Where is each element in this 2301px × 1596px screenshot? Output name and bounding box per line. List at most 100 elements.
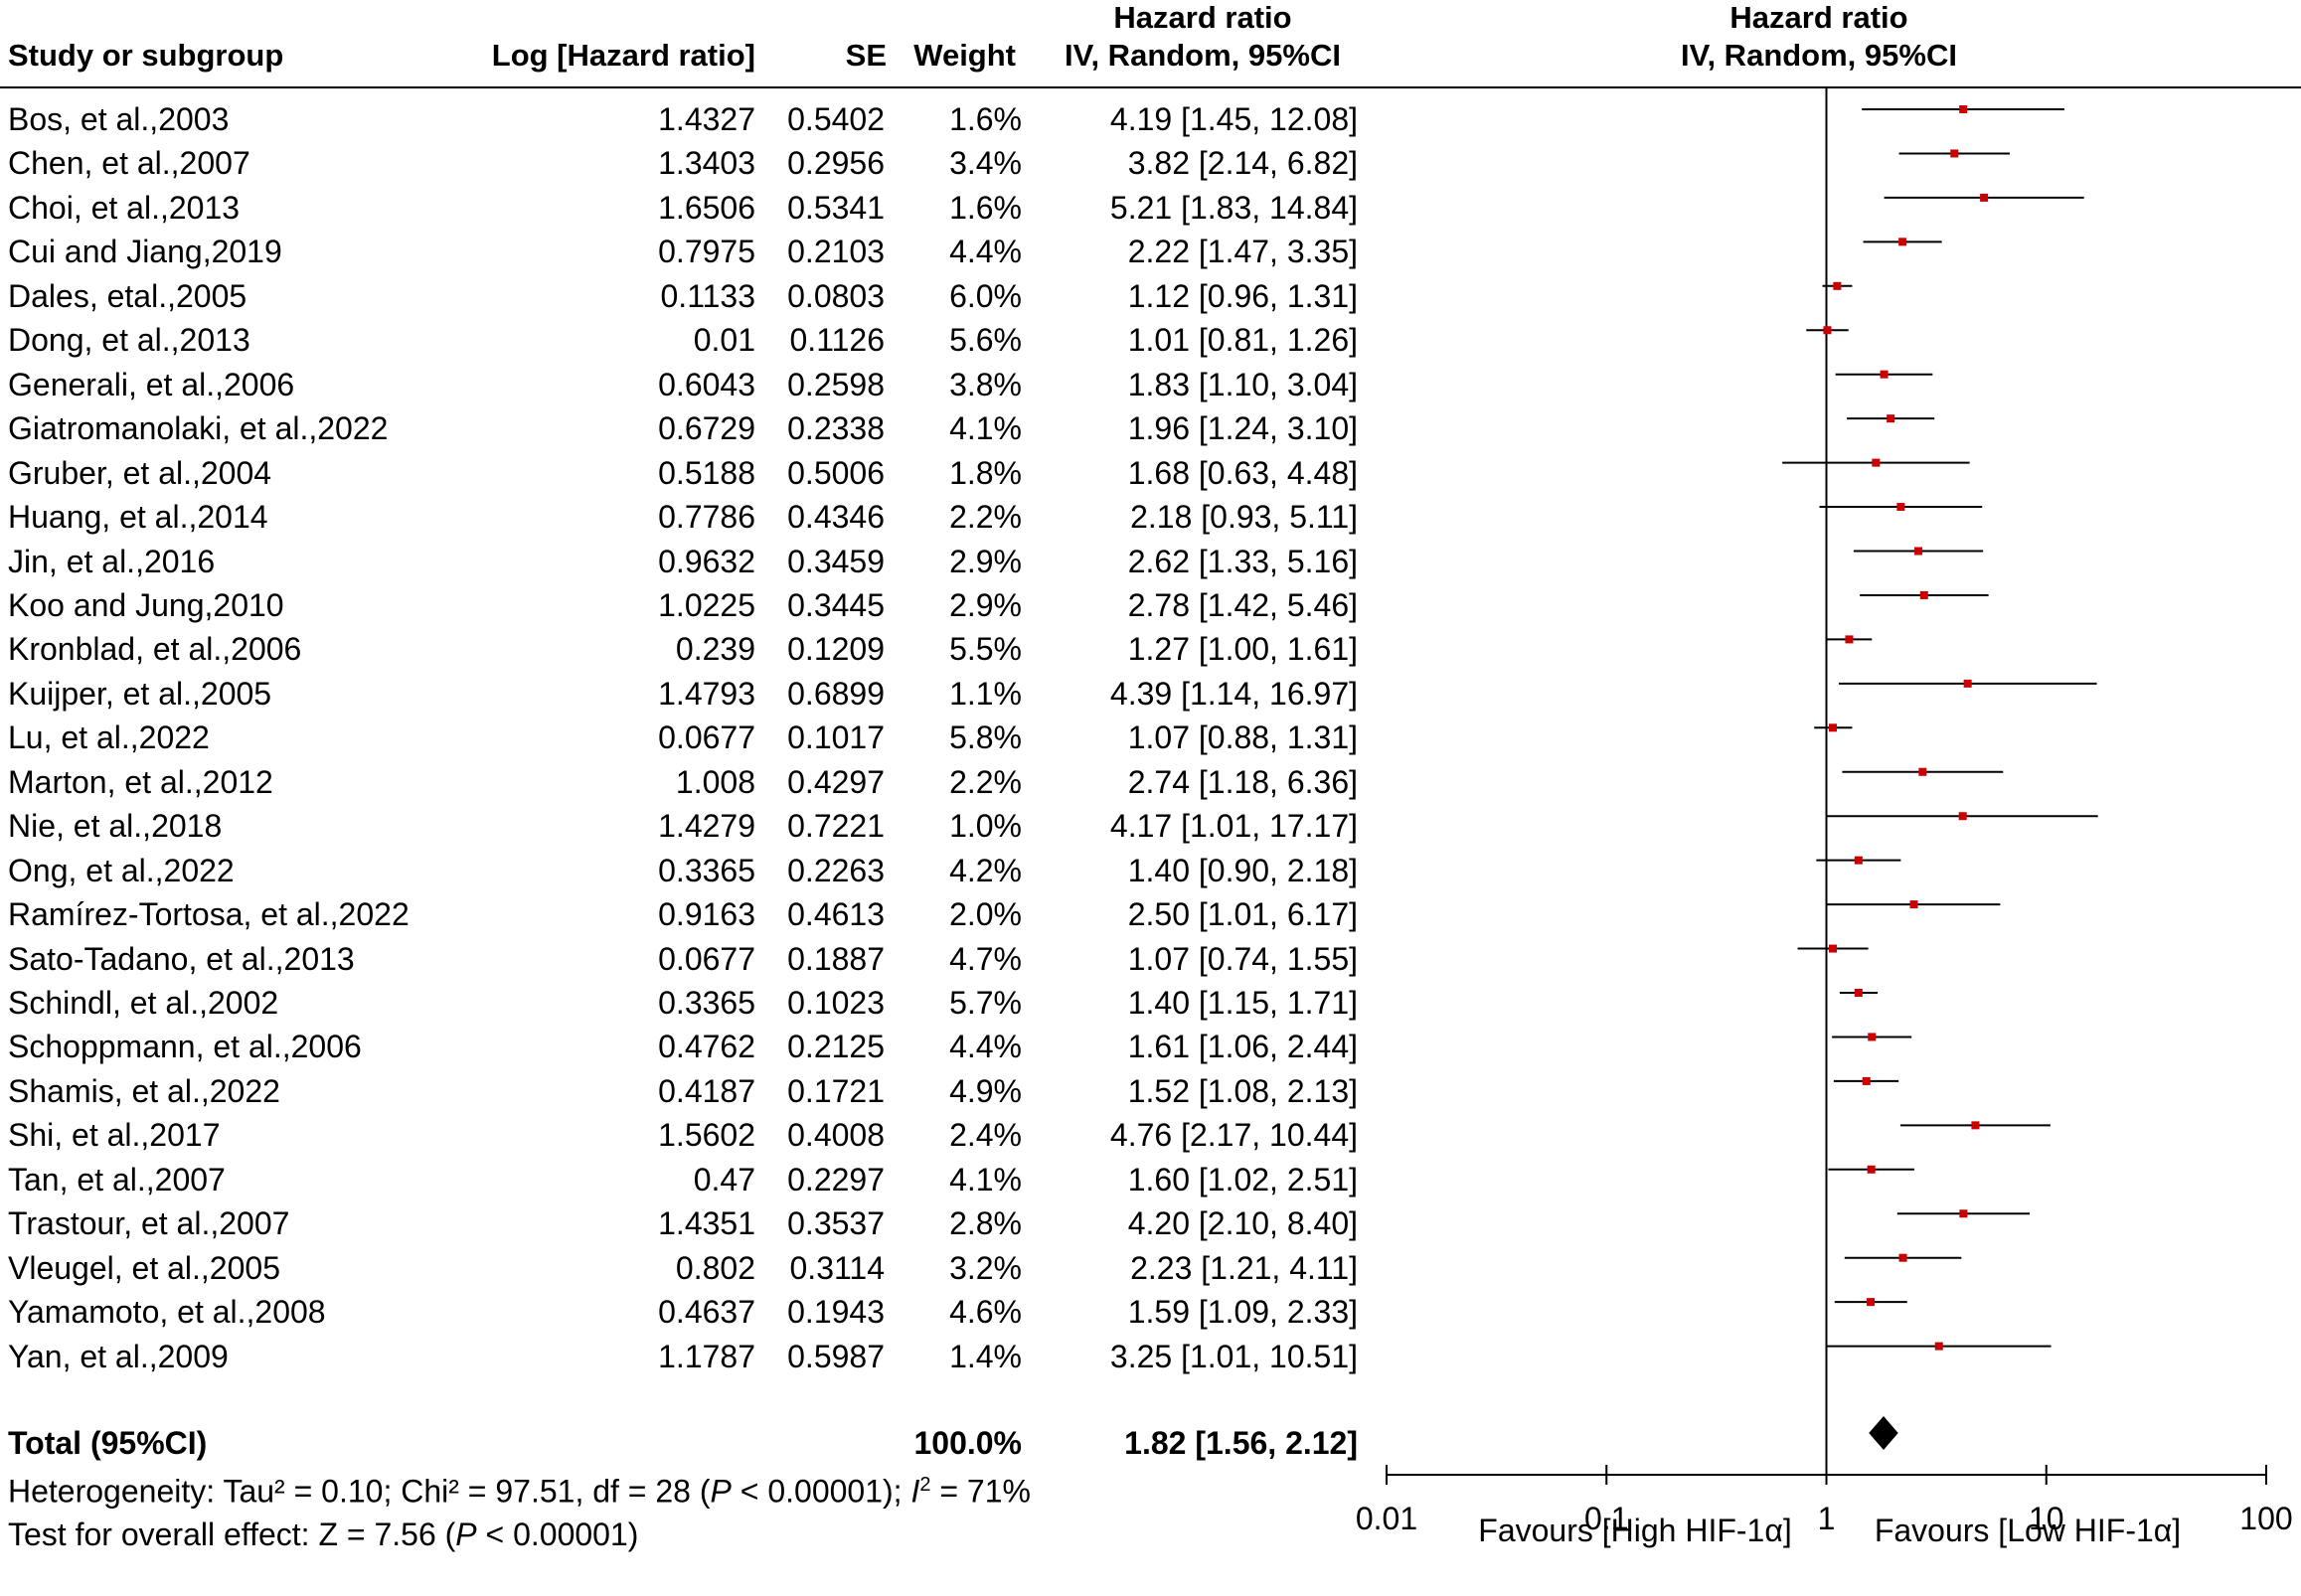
log-hr-value: 1.008 <box>675 763 755 800</box>
hr-ci-value: 5.21 [1.83, 14.84] <box>1109 189 1358 226</box>
weight-value: 2.9% <box>949 586 1022 623</box>
log-hr-value: 1.4793 <box>658 675 755 712</box>
weight-value: 4.1% <box>949 410 1022 447</box>
se-value: 0.1209 <box>787 631 885 668</box>
weight-value: 3.2% <box>949 1249 1022 1286</box>
se-value: 0.4008 <box>787 1117 885 1154</box>
log-hr-value: 0.4762 <box>658 1029 755 1065</box>
log-hr-value: 1.1787 <box>658 1338 755 1374</box>
header-hr-line2: IV, Random, 95%CI <box>1065 38 1341 73</box>
se-value: 0.1721 <box>787 1072 885 1109</box>
log-hr-value: 0.7975 <box>658 234 755 270</box>
weight-value: 4.4% <box>949 234 1022 270</box>
hr-ci-value: 1.60 [1.02, 2.51] <box>1127 1161 1358 1197</box>
point-estimate <box>1887 414 1895 423</box>
se-value: 0.4297 <box>787 763 885 800</box>
hr-ci-value: 2.50 [1.01, 6.17] <box>1127 896 1358 933</box>
point-estimate <box>1854 989 1863 997</box>
point-estimate <box>1959 1209 1968 1218</box>
study-name: Yan, et al.,2009 <box>8 1338 229 1374</box>
se-value: 0.2263 <box>787 852 885 888</box>
study-name: Koo and Jung,2010 <box>8 586 284 623</box>
point-estimate <box>1867 1298 1876 1307</box>
log-hr-value: 1.4351 <box>658 1205 755 1242</box>
hr-ci-value: 2.18 [0.93, 5.11] <box>1130 499 1358 536</box>
study-name: Dong, et al.,2013 <box>8 322 250 359</box>
hr-ci-value: 2.23 [1.21, 4.11] <box>1130 1249 1358 1286</box>
weight-value: 5.5% <box>949 631 1022 668</box>
hr-ci-value: 2.62 [1.33, 5.16] <box>1127 543 1358 579</box>
point-estimate <box>1914 547 1923 556</box>
x-tick-label: 0.01 <box>1356 1501 1417 1536</box>
study-name: Vleugel, et al.,2005 <box>8 1249 280 1286</box>
se-value: 0.5402 <box>787 101 885 137</box>
hr-ci-value: 1.12 [0.96, 1.31] <box>1127 277 1358 314</box>
heterogeneity-text: Heterogeneity: Tau² = 0.10; Chi² = 97.51… <box>8 1473 1031 1510</box>
log-hr-value: 0.01 <box>693 322 755 359</box>
study-name: Yamamoto, et al.,2008 <box>8 1294 326 1331</box>
hr-ci-value: 1.61 [1.06, 2.44] <box>1127 1029 1358 1065</box>
x-tick-label: 0.1 <box>1584 1501 1628 1536</box>
se-value: 0.3445 <box>787 586 885 623</box>
header-hr-line1: Hazard ratio <box>1113 0 1292 35</box>
weight-value: 1.8% <box>949 454 1022 491</box>
point-estimate <box>1872 458 1881 467</box>
study-name: Bos, et al.,2003 <box>8 101 230 137</box>
weight-value: 5.6% <box>949 322 1022 359</box>
weight-value: 6.0% <box>949 277 1022 314</box>
weight-value: 3.4% <box>949 145 1022 182</box>
weight-value: 2.9% <box>949 543 1022 579</box>
weight-value: 5.7% <box>949 985 1022 1021</box>
log-hr-value: 0.1133 <box>660 277 756 314</box>
log-hr-value: 0.5188 <box>658 454 755 491</box>
se-value: 0.2125 <box>787 1029 885 1065</box>
point-estimate <box>1963 679 1972 688</box>
se-value: 0.3459 <box>787 543 885 579</box>
hr-ci-value: 1.96 [1.24, 3.10] <box>1127 410 1358 447</box>
se-value: 0.4346 <box>787 499 885 536</box>
log-hr-value: 1.5602 <box>658 1117 755 1154</box>
log-hr-value: 1.0225 <box>658 586 755 623</box>
study-name: Gruber, et al.,2004 <box>8 454 272 491</box>
study-name: Chen, et al.,2007 <box>8 145 250 182</box>
study-name: Giatromanolaki, et al.,2022 <box>8 410 389 447</box>
se-value: 0.4613 <box>787 896 885 933</box>
log-hr-value: 0.7786 <box>658 499 755 536</box>
weight-value: 1.6% <box>949 189 1022 226</box>
header-study: Study or subgroup <box>8 38 284 73</box>
favours-right-label: Favours [Low HIF-1α] <box>1874 1513 2182 1548</box>
weight-value: 2.4% <box>949 1117 1022 1154</box>
study-name: Dales, etal.,2005 <box>8 277 247 314</box>
log-hr-value: 1.4279 <box>658 808 755 845</box>
study-name: Ong, et al.,2022 <box>8 852 235 888</box>
point-estimate <box>1833 281 1842 290</box>
se-value: 0.2103 <box>787 234 885 270</box>
se-value: 0.2956 <box>787 145 885 182</box>
weight-value: 5.8% <box>949 719 1022 756</box>
point-estimate <box>1980 193 1989 202</box>
study-name: Jin, et al.,2016 <box>8 543 216 579</box>
header-plot-line2: IV, Random, 95%CI <box>1681 38 1957 73</box>
hr-ci-value: 4.39 [1.14, 16.97] <box>1109 675 1358 712</box>
x-tick-label: 1 <box>1818 1501 1836 1536</box>
header-log-hr: Log [Hazard ratio] <box>491 38 755 73</box>
weight-value: 4.1% <box>949 1161 1022 1197</box>
weight-value: 2.8% <box>949 1205 1022 1242</box>
study-name: Kronblad, et al.,2006 <box>8 631 302 668</box>
log-hr-value: 0.0677 <box>658 719 755 756</box>
se-value: 0.0803 <box>787 277 885 314</box>
hr-ci-value: 1.52 [1.08, 2.13] <box>1127 1072 1358 1109</box>
log-hr-value: 0.239 <box>675 631 755 668</box>
hr-ci-value: 2.22 [1.47, 3.35] <box>1127 234 1358 270</box>
point-estimate <box>1862 1076 1871 1085</box>
overall-effect-text: Test for overall effect: Z = 7.56 (P < 0… <box>8 1516 639 1552</box>
point-estimate <box>1919 590 1928 599</box>
weight-value: 2.2% <box>949 763 1022 800</box>
weight-value: 3.8% <box>949 366 1022 402</box>
study-name: Kuijper, et al.,2005 <box>8 675 272 712</box>
point-estimate <box>1898 1253 1907 1262</box>
hr-ci-value: 2.78 [1.42, 5.46] <box>1127 586 1358 623</box>
weight-value: 4.9% <box>949 1072 1022 1109</box>
study-name: Marton, et al.,2012 <box>8 763 273 800</box>
weight-value: 4.7% <box>949 940 1022 977</box>
